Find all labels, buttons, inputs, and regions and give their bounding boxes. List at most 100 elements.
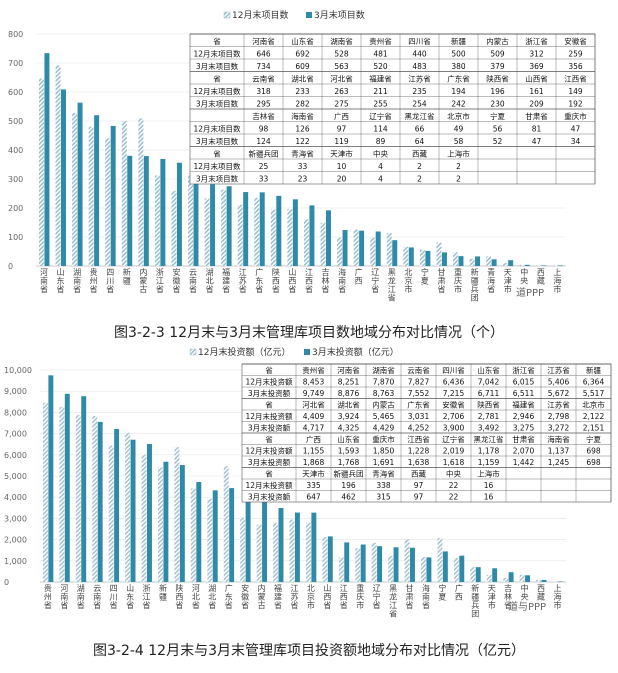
table-cell: 49 [454,125,464,134]
table-cell: 254 [412,100,427,109]
table-cell: 379 [490,62,505,71]
table-cell: 5,517 [583,389,605,398]
legend-swatch-series-2 [306,12,312,18]
bar-series-2 [48,375,54,582]
bar-series-2 [259,192,265,266]
table-cell: 江苏省 [547,400,570,410]
table-cell: 2 [456,162,461,171]
bar-series-2 [491,259,497,266]
table-cell: 青海省 [291,149,314,159]
table-cell: 98 [259,125,269,134]
bar-series-2 [311,512,317,582]
table-cell: 89 [376,137,386,146]
bar-series-1 [221,189,227,266]
table-cell: 内蒙古 [486,36,509,46]
bar-series-2 [294,512,300,582]
table-cell: 云南省 [407,365,430,375]
bar-series-2 [425,250,431,266]
table-cell: 浙江省 [512,365,535,375]
x-category-label: 江西省 [305,268,313,294]
table-cell: 2,122 [583,412,605,421]
y-tick-label: 5,000 [4,472,27,481]
table-cell: 浙江省 [525,36,548,46]
figure-caption-1: 图3-2-3 12月末与3月末管理库项目数地域分布对比情况（个） [114,325,504,341]
bar-series-2 [226,186,232,266]
table-cell: 上海市 [447,149,470,159]
bar-series-1 [322,537,328,582]
table-cell: 8,453 [303,378,325,387]
table-cell: 宁夏 [490,111,505,121]
x-category-label: 中央 [520,267,528,286]
bar-series-1 [403,246,409,266]
table-cell: 2 [417,162,422,171]
bar-series-1 [59,407,65,582]
x-category-label: 上海市 [553,584,561,610]
table-cell: 3月末投资额 [248,388,291,398]
bar-series-2 [179,465,185,582]
bar-series-1 [453,557,459,582]
table-cell: 江西省 [407,434,430,444]
bar-series-1 [436,242,442,266]
x-category-label: 广东省 [255,267,263,294]
table-cell: 7,215 [443,389,465,398]
table-cell: 新疆兵团 [334,469,364,479]
y-tick-label: 2,000 [4,536,27,545]
table-cell: 青海省 [372,469,395,479]
x-category-label: 山东省 [57,267,65,294]
table-cell: 6,711 [478,389,500,398]
table-cell: 内蒙古 [372,400,395,410]
table-cell: 省 [265,469,273,479]
table-cell: 440 [412,50,427,59]
table-cell: 四川省 [442,365,465,375]
table-cell: 4,325 [338,424,360,433]
table-cell: 1,768 [338,458,360,467]
table-cell: 692 [295,50,310,59]
table-cell: 34 [571,137,581,146]
x-category-label: 中央 [521,583,529,602]
table-cell: 3月末项目数 [196,99,239,109]
table-cell: 湖北省 [337,400,360,410]
bar-series-1 [92,416,98,582]
bar-series-2 [262,499,268,582]
table-cell: 12月末投资额 [245,377,293,387]
table-cell: 贵州省 [369,36,392,46]
table-cell: 10 [337,162,347,171]
table-cell: 黑龙江省 [474,434,504,444]
table-cell: 3,275 [513,424,535,433]
x-category-label: 山东省 [126,583,134,610]
bar-series-1 [223,466,229,582]
table-cell: 5,406 [548,378,570,387]
bar-series-2 [292,199,298,266]
bar-series-2 [475,256,481,266]
bar-series-1 [519,264,525,266]
x-category-label: 新疆兵团 [471,583,479,619]
x-category-label: 新疆 [159,583,167,602]
table-cell: 2,070 [513,447,535,456]
bar-series-2 [163,461,169,582]
table-cell: 22 [449,481,459,490]
x-category-label: 广西 [355,267,363,286]
y-tick-label: 300 [8,175,23,184]
bar-series-2 [541,265,547,266]
x-category-label: 四川省 [110,584,118,610]
table-cell: 318 [256,87,271,96]
legend-label-series-1: 12月末投资额（亿元） [198,346,290,358]
table-cell: 119 [334,137,349,146]
table-cell: 275 [334,100,349,109]
bar-series-2 [160,158,166,266]
x-category-label: 青海省 [487,267,495,294]
x-category-label: 西藏 [537,268,545,286]
table-cell: 1,137 [548,447,570,456]
y-tick-label: 700 [8,59,23,68]
bar-series-2 [441,252,447,266]
x-category-label: 浙江省 [143,583,151,610]
x-category-label: 广西 [455,583,463,602]
table-cell: 湖南省 [330,36,353,46]
table-cell: 湖南省 [372,365,395,375]
table-cell: 122 [295,137,310,146]
bar-series-2 [392,240,398,266]
bar-series-2 [557,581,563,583]
y-tick-label: 9,000 [4,387,27,396]
table-cell: 16 [484,481,494,490]
bar-series-1 [536,579,542,582]
